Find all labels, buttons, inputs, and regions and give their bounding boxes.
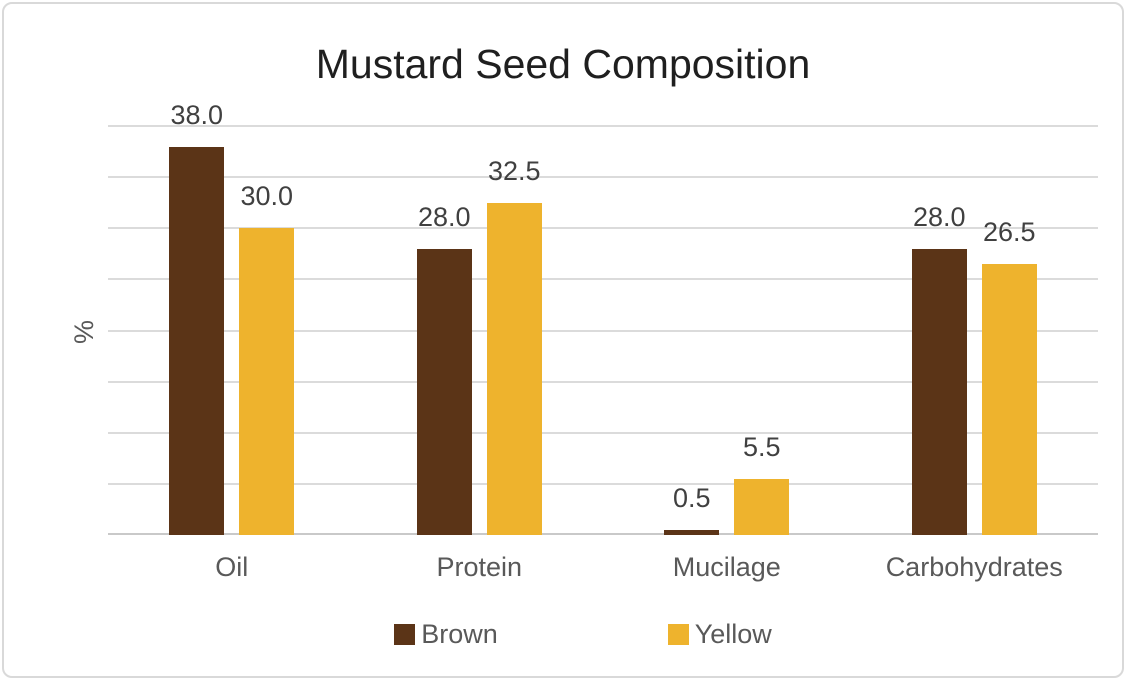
category-label-carbohydrates: Carbohydrates bbox=[885, 552, 1063, 582]
value-label: 28.0 bbox=[912, 201, 966, 232]
legend-label: Brown bbox=[421, 619, 498, 649]
value-label: 5.5 bbox=[742, 431, 781, 462]
value-label: 38.0 bbox=[170, 99, 224, 130]
value-label: 28.0 bbox=[417, 201, 471, 232]
plot-area: 38.0 30.0 28.0 32.5 0.5 5.5 28.0 26.5 bbox=[108, 101, 1099, 535]
bar-yellow-carbohydrates: 26.5 bbox=[981, 219, 1037, 535]
gridline bbox=[108, 176, 1098, 179]
bar-yellow-oil: 30.0 bbox=[239, 183, 295, 535]
chart-title: Mustard Seed Composition bbox=[315, 41, 811, 87]
category-label-protein: Protein bbox=[436, 552, 523, 582]
bar-group-mucilage: 0.5 5.5 bbox=[603, 126, 851, 535]
bar-group-protein: 28.0 32.5 bbox=[356, 126, 604, 535]
legend-item-yellow: Yellow bbox=[667, 618, 772, 650]
gridline bbox=[108, 125, 1098, 127]
bar-brown-oil: 38.0 bbox=[169, 101, 225, 535]
bar-yellow-protein: 32.5 bbox=[486, 157, 542, 535]
bar-brown-protein: 28.0 bbox=[416, 203, 472, 535]
bar-brown-carbohydrates: 28.0 bbox=[911, 203, 967, 535]
gridline bbox=[108, 278, 1098, 281]
value-label: 30.0 bbox=[240, 181, 294, 212]
x-axis-line bbox=[108, 533, 1098, 535]
gridline bbox=[108, 329, 1098, 332]
legend: Brown Yellow bbox=[24, 618, 1122, 650]
value-label: 0.5 bbox=[672, 482, 711, 513]
legend-item-brown: Brown bbox=[394, 618, 498, 650]
gridline bbox=[108, 380, 1098, 383]
category-label-oil: Oil bbox=[215, 552, 249, 582]
value-label: 32.5 bbox=[487, 155, 541, 186]
gridline bbox=[108, 482, 1098, 485]
bar-yellow-mucilage: 5.5 bbox=[734, 433, 790, 535]
y-axis-title: % bbox=[68, 320, 99, 345]
legend-marker-yellow bbox=[667, 623, 689, 645]
gridline bbox=[108, 431, 1098, 434]
gridline bbox=[108, 227, 1098, 230]
bar-group-carbohydrates: 28.0 26.5 bbox=[851, 126, 1099, 535]
legend-marker-brown bbox=[394, 623, 416, 645]
bar-group-oil: 38.0 30.0 bbox=[108, 101, 356, 535]
category-axis: Oil Protein Mucilage Carbohydrates bbox=[108, 551, 1098, 583]
bar-brown-mucilage: 0.5 bbox=[664, 484, 720, 535]
category-label-mucilage: Mucilage bbox=[672, 552, 781, 582]
value-label: 26.5 bbox=[982, 217, 1036, 247]
legend-label: Yellow bbox=[694, 619, 772, 649]
